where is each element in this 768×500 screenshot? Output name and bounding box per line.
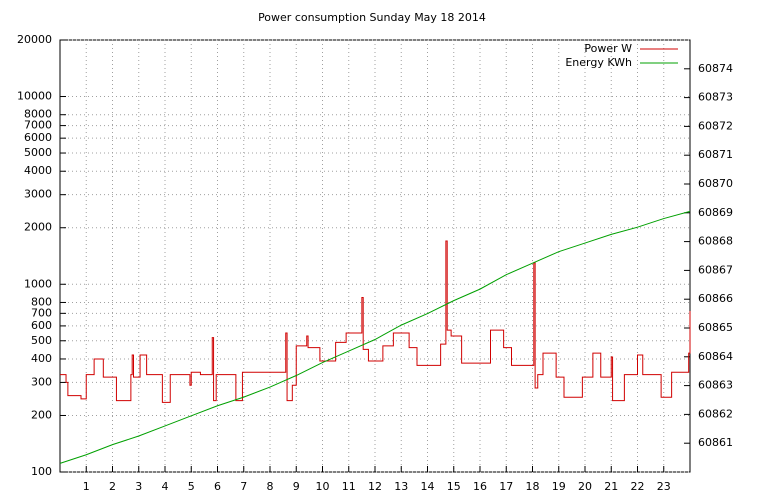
- x-tick-label: 19: [552, 480, 566, 493]
- x-tick-label: 5: [188, 480, 195, 493]
- y-tick-label: 600: [31, 319, 52, 332]
- y2-tick-label: 60861: [698, 436, 733, 449]
- y2-tick-label: 60870: [698, 177, 733, 190]
- x-tick-label: 17: [499, 480, 513, 493]
- x-tick-label: 22: [631, 480, 645, 493]
- x-tick-label: 1: [83, 480, 90, 493]
- x-tick-label: 23: [657, 480, 671, 493]
- y2-tick-label: 60867: [698, 263, 733, 276]
- y-tick-label: 700: [31, 306, 52, 319]
- y2-tick-label: 60874: [698, 62, 733, 75]
- y-tick-label: 200: [31, 408, 52, 421]
- x-tick-label: 14: [421, 480, 435, 493]
- x-tick-label: 7: [240, 480, 247, 493]
- y-tick-label: 300: [31, 375, 52, 388]
- x-tick-label: 16: [473, 480, 487, 493]
- y-tick-label: 500: [31, 334, 52, 347]
- y-tick-label: 6000: [24, 131, 52, 144]
- y2-tick-label: 60862: [698, 407, 733, 420]
- x-tick-label: 2: [109, 480, 116, 493]
- chart-title: Power consumption Sunday May 18 2014: [258, 11, 486, 24]
- y-tick-label: 20000: [17, 33, 52, 46]
- x-tick-label: 20: [578, 480, 592, 493]
- x-tick-label: 6: [214, 480, 221, 493]
- y-tick-label: 8000: [24, 108, 52, 121]
- x-tick-label: 11: [342, 480, 356, 493]
- legend-label: Energy KWh: [565, 56, 632, 69]
- x-tick-label: 12: [368, 480, 382, 493]
- x-tick-label: 21: [604, 480, 618, 493]
- series-line: [59, 210, 691, 464]
- x-tick-label: 10: [316, 480, 330, 493]
- y2-tick-label: 60869: [698, 206, 733, 219]
- y-tick-label: 5000: [24, 146, 52, 159]
- x-tick-label: 15: [447, 480, 461, 493]
- y-tick-label: 100: [31, 465, 52, 478]
- x-tick-label: 4: [162, 480, 169, 493]
- y2-tick-label: 60868: [698, 235, 733, 248]
- x-tick-label: 8: [267, 480, 274, 493]
- legend-label: Power W: [584, 42, 632, 55]
- x-tick-label: 9: [293, 480, 300, 493]
- y-tick-label: 400: [31, 352, 52, 365]
- y2-tick-label: 60872: [698, 119, 733, 132]
- y2-tick-label: 60863: [698, 379, 733, 392]
- y2-tick-label: 60873: [698, 91, 733, 104]
- series-line: [60, 240, 691, 403]
- y-tick-label: 7000: [24, 119, 52, 132]
- x-tick-label: 3: [135, 480, 142, 493]
- y2-tick-label: 60865: [698, 321, 733, 334]
- y2-tick-label: 60864: [698, 350, 733, 363]
- y-tick-label: 800: [31, 295, 52, 308]
- y-tick-label: 2000: [24, 221, 52, 234]
- y2-tick-label: 60871: [698, 148, 733, 161]
- y-tick-label: 1000: [24, 277, 52, 290]
- y-tick-label: 3000: [24, 188, 52, 201]
- y-tick-label: 4000: [24, 164, 52, 177]
- y2-tick-label: 60866: [698, 292, 733, 305]
- y-tick-label: 10000: [17, 90, 52, 103]
- x-tick-label: 18: [526, 480, 540, 493]
- x-tick-label: 13: [394, 480, 408, 493]
